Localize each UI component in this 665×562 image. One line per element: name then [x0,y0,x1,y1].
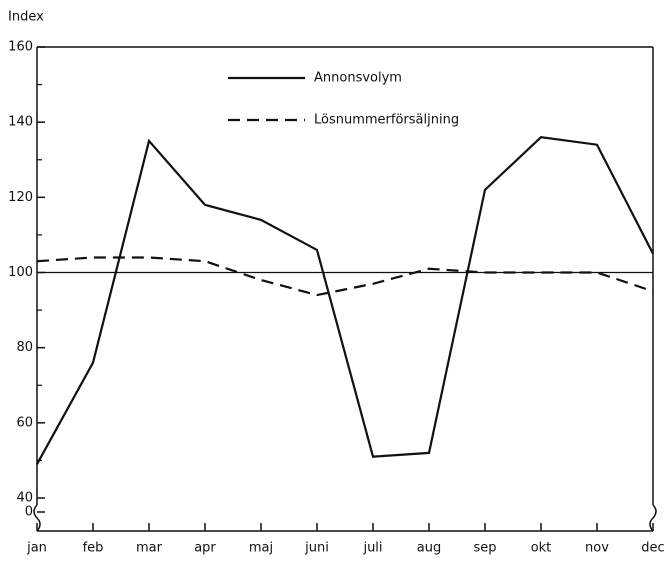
y-tick-label: 0 [25,505,33,520]
y-axis-label: Index [8,10,44,25]
x-tick-label: sep [473,541,496,556]
x-tick-label: juni [304,541,329,556]
x-tick-label: okt [531,541,552,556]
legend-label: Lösnummerförsäljning [314,113,459,128]
y-tick-label: 140 [8,115,33,130]
series-line [36,256,654,297]
x-tick-label: aug [417,541,441,556]
x-tick-label: dec [641,541,664,556]
x-tick-label: juli [362,541,382,556]
axis-break [649,504,657,532]
legend-label: Annonsvolym [314,71,402,86]
x-tick-label: nov [585,541,609,556]
x-tick-label: jan [26,541,47,556]
x-tick-label: feb [83,541,104,556]
series-line [36,136,654,465]
y-tick-label: 60 [16,415,33,430]
x-tick-label: apr [194,541,216,556]
axis-break [33,504,41,532]
y-tick-label: 160 [8,40,33,55]
frame [33,46,657,532]
y-tick-label: 100 [8,265,33,280]
x-tick-label: maj [249,541,273,556]
y-tick-label: 80 [16,340,33,355]
x-tick-label: mar [136,541,163,556]
y-tick-label: 40 [16,491,33,506]
y-tick-label: 120 [8,190,33,205]
